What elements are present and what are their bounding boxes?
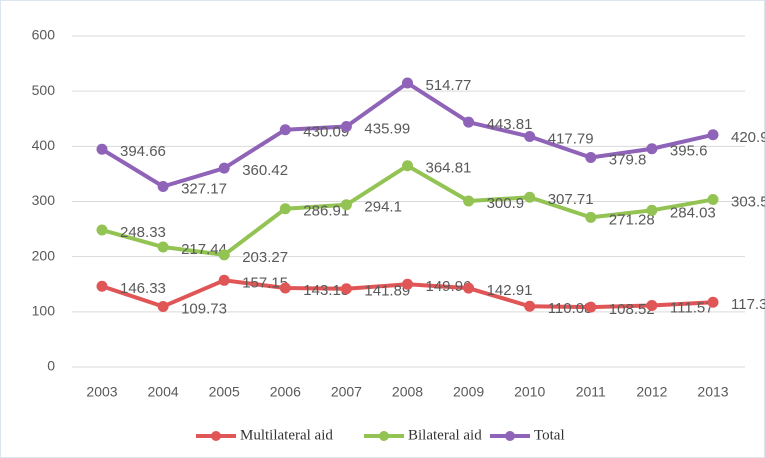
point [585,301,597,313]
point [585,211,597,223]
data-label: 300.9 [487,195,525,212]
y-tick-label: 600 [32,27,56,43]
data-label: 514.77 [426,77,472,94]
data-label: 394.66 [120,143,166,160]
legend-label: Total [534,427,565,443]
data-label: 395.6 [670,143,708,160]
data-label: 111.57 [670,299,714,316]
x-tick-label: 2006 [270,384,301,400]
data-label: 217.44 [181,241,227,258]
point [218,162,230,174]
point [157,300,169,312]
data-label: 109.73 [181,300,227,317]
data-label: 142.91 [487,282,533,299]
data-label: 117.39 [731,296,765,313]
y-tick-label: 200 [32,247,56,263]
point [585,151,597,163]
data-label: 294.1 [364,199,402,216]
data-label: 379.8 [609,151,647,168]
point [279,282,291,294]
point [96,143,108,155]
data-label: 146.33 [120,280,166,297]
point [463,195,475,207]
point [646,299,658,311]
data-label: 360.42 [242,162,288,179]
point [340,283,352,295]
point [218,274,230,286]
point [402,160,413,172]
point [340,120,352,132]
data-label: 203.27 [242,249,288,266]
data-label: 141.89 [364,283,410,300]
data-label: 303.54 [731,194,765,211]
point [463,116,475,128]
legend-marker [379,431,389,441]
x-tick-label: 2011 [576,384,606,400]
data-label: 307.71 [548,191,594,208]
data-label: 327.17 [181,180,227,197]
y-tick-label: 400 [32,137,56,153]
point [96,280,108,292]
point [218,249,230,261]
point [707,129,719,141]
point [157,181,169,193]
point [340,199,352,211]
y-tick-label: 300 [32,192,56,208]
data-label: 248.33 [120,224,166,241]
data-label: 430.09 [303,124,349,141]
point [402,77,413,89]
point [279,124,291,136]
point [157,241,169,253]
point [646,143,658,155]
x-tick-label: 2004 [148,384,179,400]
x-tick-label: 2009 [453,384,484,400]
point [707,194,719,206]
legend-marker [505,431,515,441]
data-label: 284.03 [670,204,716,221]
x-tick-label: 2012 [636,384,667,400]
data-label: 110.08 [548,300,593,317]
data-label: 157.15 [242,274,288,291]
data-label: 364.81 [426,160,472,177]
point [524,300,536,312]
point [463,282,475,294]
data-label: 108.52 [609,301,655,318]
data-label: 417.79 [548,130,594,147]
x-tick-label: 2003 [86,384,117,400]
point [96,224,108,236]
data-label: 286.91 [303,203,349,220]
point [524,191,536,203]
legend-marker [211,431,221,441]
point [279,203,291,215]
x-tick-label: 2013 [697,384,728,400]
y-tick-label: 100 [32,303,56,319]
data-label: 271.28 [609,211,655,228]
point [524,131,536,143]
legend-label: Bilateral aid [408,427,482,443]
point [402,278,413,290]
data-label: 443.81 [487,116,533,133]
x-tick-label: 2005 [209,384,240,400]
data-label: 149.96 [426,278,472,295]
legend-label: Multilateral aid [240,427,333,443]
data-label: 143.18 [303,282,349,299]
x-tick-label: 2008 [392,384,423,400]
data-label: 420.93 [731,129,765,146]
point [646,204,658,216]
y-tick-label: 0 [47,358,55,374]
point [707,296,719,308]
data-label: 435.99 [364,120,410,137]
x-tick-label: 2007 [331,384,362,400]
x-tick-label: 2010 [514,384,545,400]
y-tick-label: 500 [32,82,56,98]
